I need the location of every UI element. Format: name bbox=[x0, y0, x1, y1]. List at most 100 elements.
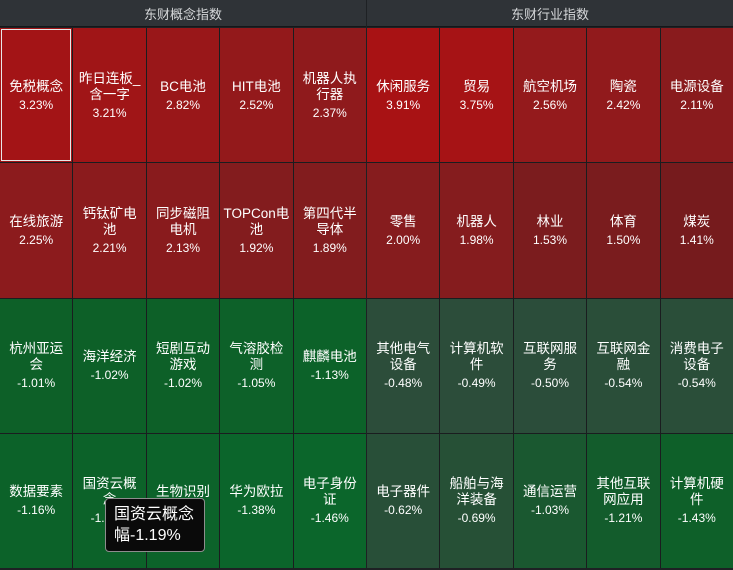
heatmap-tile[interactable]: 计算机软件 -0.49% bbox=[440, 298, 513, 433]
concept-panel-title: 东财概念指数 bbox=[0, 0, 366, 27]
heatmap-tile[interactable]: 互联网服务 -0.50% bbox=[513, 298, 587, 433]
tile-name: 第四代半导体 bbox=[302, 205, 357, 237]
heatmap-tile[interactable]: 陶瓷 2.42% bbox=[587, 28, 660, 163]
heatmap-tile[interactable]: 在线旅游 2.25% bbox=[0, 163, 73, 298]
tile-name: 钙钛矿电池 bbox=[82, 205, 137, 237]
heatmap-tile[interactable]: 短剧互动游戏 -1.02% bbox=[146, 298, 220, 433]
tile-change-percent: 1.50% bbox=[606, 232, 641, 247]
heatmap-tile[interactable]: 煤炭 1.41% bbox=[660, 163, 733, 298]
tile-change-percent: -1.43% bbox=[677, 511, 716, 526]
heatmap-tile[interactable]: TOPCon电池 1.92% bbox=[220, 163, 293, 298]
tile-name: 零售 bbox=[389, 213, 417, 229]
heatmap-tile[interactable]: 杭州亚运会 -1.01% bbox=[0, 298, 73, 433]
tile-name: 电子器件 bbox=[376, 484, 431, 500]
tile-change-percent: 2.21% bbox=[92, 240, 127, 255]
tile-name: 电源设备 bbox=[669, 78, 724, 94]
hover-tooltip: 国资云概念 幅-1.19% bbox=[105, 498, 205, 552]
tile-name: 林业 bbox=[536, 213, 564, 229]
heatmap-tile[interactable]: 计算机硬件 -1.43% bbox=[660, 433, 733, 568]
tooltip-change: 幅-1.19% bbox=[114, 527, 181, 544]
industry-index-panel: 东财行业指数 休闲服务 3.91% 贸易 3.75% 航空机场 2.56% 陶瓷 2.42% 电… bbox=[367, 0, 733, 570]
heatmap-tile[interactable]: 同步磁阻电机 2.13% bbox=[146, 163, 220, 298]
tile-name: 煤炭 bbox=[683, 213, 711, 229]
heatmap-tile[interactable]: HIT电池 2.52% bbox=[220, 28, 293, 163]
tile-name: 消费电子设备 bbox=[669, 341, 724, 373]
tile-name: 休闲服务 bbox=[376, 78, 431, 94]
heatmap-tile[interactable]: 其他互联网应用 -1.21% bbox=[587, 433, 660, 568]
heatmap-tile[interactable]: 第四代半导体 1.89% bbox=[293, 163, 366, 298]
tile-change-percent: -1.16% bbox=[17, 503, 56, 518]
industry-panel-title: 东财行业指数 bbox=[367, 0, 733, 27]
tile-name: 计算机硬件 bbox=[669, 476, 724, 508]
heatmap-tile[interactable]: 通信运营 -1.03% bbox=[513, 433, 587, 568]
concept-tile-grid: 免税概念 3.23% 昨日连板_含一字 3.21% BC电池 2.82% HIT电池 2.52… bbox=[0, 28, 366, 568]
tile-name: 气溶胶检测 bbox=[229, 341, 284, 373]
heatmap-tile[interactable]: 体育 1.50% bbox=[587, 163, 660, 298]
heatmap-tile[interactable]: 电源设备 2.11% bbox=[660, 28, 733, 163]
heatmap-tile[interactable]: 消费电子设备 -0.54% bbox=[660, 298, 733, 433]
heatmap-tile[interactable]: 数据要素 -1.16% bbox=[0, 433, 73, 568]
tile-name: 船舶与海洋装备 bbox=[449, 476, 504, 508]
tile-change-percent: -0.49% bbox=[457, 376, 496, 391]
tile-change-percent: -0.62% bbox=[384, 503, 423, 518]
tile-change-percent: 1.98% bbox=[459, 232, 494, 247]
tile-name: 贸易 bbox=[463, 78, 491, 94]
tile-change-percent: 1.53% bbox=[532, 232, 567, 247]
tile-change-percent: -0.48% bbox=[384, 376, 423, 391]
tile-name: 同步磁阻电机 bbox=[155, 205, 210, 237]
heatmap-tile[interactable]: 互联网金融 -0.54% bbox=[587, 298, 660, 433]
heatmap-tile[interactable]: 电子身份证 -1.46% bbox=[293, 433, 366, 568]
tile-change-percent: 3.75% bbox=[459, 97, 494, 112]
tile-change-percent: 1.92% bbox=[239, 240, 274, 255]
heatmap-tile[interactable]: 林业 1.53% bbox=[513, 163, 587, 298]
heatmap-tile[interactable]: 华为欧拉 -1.38% bbox=[220, 433, 293, 568]
heatmap-tile[interactable]: 其他电气设备 -0.48% bbox=[367, 298, 440, 433]
heatmap-tile[interactable]: 钙钛矿电池 2.21% bbox=[73, 163, 146, 298]
tile-change-percent: -1.05% bbox=[237, 376, 276, 391]
tile-change-percent: 2.13% bbox=[165, 240, 200, 255]
heatmap-tile[interactable]: 免税概念 3.23% bbox=[0, 28, 73, 163]
tile-change-percent: -0.54% bbox=[604, 376, 643, 391]
heatmap-tile[interactable]: 贸易 3.75% bbox=[440, 28, 513, 163]
heatmap-tile[interactable]: 气溶胶检测 -1.05% bbox=[220, 298, 293, 433]
tile-change-percent: 2.25% bbox=[19, 232, 54, 247]
tile-change-percent: 3.91% bbox=[386, 97, 421, 112]
tile-name: 麒麟电池 bbox=[302, 349, 357, 365]
tile-change-percent: 2.11% bbox=[680, 97, 714, 112]
tile-name: 短剧互动游戏 bbox=[155, 341, 210, 373]
heatmap-tile[interactable]: 航空机场 2.56% bbox=[513, 28, 587, 163]
tile-change-percent: -1.46% bbox=[310, 511, 349, 526]
tile-change-percent: -1.38% bbox=[237, 503, 276, 518]
tile-change-percent: -1.21% bbox=[604, 511, 643, 526]
tile-change-percent: 1.89% bbox=[312, 240, 347, 255]
heatmap-tile[interactable]: 电子器件 -0.62% bbox=[367, 433, 440, 568]
tile-name: 海洋经济 bbox=[82, 349, 137, 365]
heatmap-tile[interactable]: BC电池 2.82% bbox=[146, 28, 220, 163]
tile-change-percent: -0.50% bbox=[530, 376, 569, 391]
tile-name: 机器人 bbox=[456, 213, 497, 229]
heatmap-tile[interactable]: 机器人执行器 2.37% bbox=[293, 28, 366, 163]
heatmap-tile[interactable]: 零售 2.00% bbox=[367, 163, 440, 298]
tooltip-name: 国资云概念 bbox=[114, 506, 195, 523]
heatmap-tile[interactable]: 机器人 1.98% bbox=[440, 163, 513, 298]
heatmap-tile[interactable]: 船舶与海洋装备 -0.69% bbox=[440, 433, 513, 568]
heatmap-tile[interactable]: 昨日连板_含一字 3.21% bbox=[73, 28, 146, 163]
tile-name: 其他电气设备 bbox=[376, 341, 431, 373]
tile-change-percent: 1.41% bbox=[679, 232, 714, 247]
heatmap-tile[interactable]: 海洋经济 -1.02% bbox=[73, 298, 146, 433]
tile-name: TOPCon电池 bbox=[223, 205, 290, 237]
tile-change-percent: 2.37% bbox=[312, 105, 347, 120]
tile-name: 互联网金融 bbox=[596, 341, 651, 373]
tile-change-percent: 2.00% bbox=[386, 232, 421, 247]
tile-name: 电子身份证 bbox=[302, 476, 357, 508]
heatmap-tile[interactable]: 休闲服务 3.91% bbox=[367, 28, 440, 163]
tile-change-percent: 2.82% bbox=[165, 97, 200, 112]
tile-name: 免税概念 bbox=[9, 78, 64, 94]
tile-name: 其他互联网应用 bbox=[596, 476, 651, 508]
tile-change-percent: 2.56% bbox=[532, 97, 567, 112]
tile-name: 互联网服务 bbox=[522, 341, 577, 373]
tile-name: 机器人执行器 bbox=[302, 70, 357, 102]
tile-change-percent: -1.02% bbox=[90, 368, 129, 383]
tile-name: 航空机场 bbox=[522, 78, 577, 94]
heatmap-tile[interactable]: 麒麟电池 -1.13% bbox=[293, 298, 366, 433]
